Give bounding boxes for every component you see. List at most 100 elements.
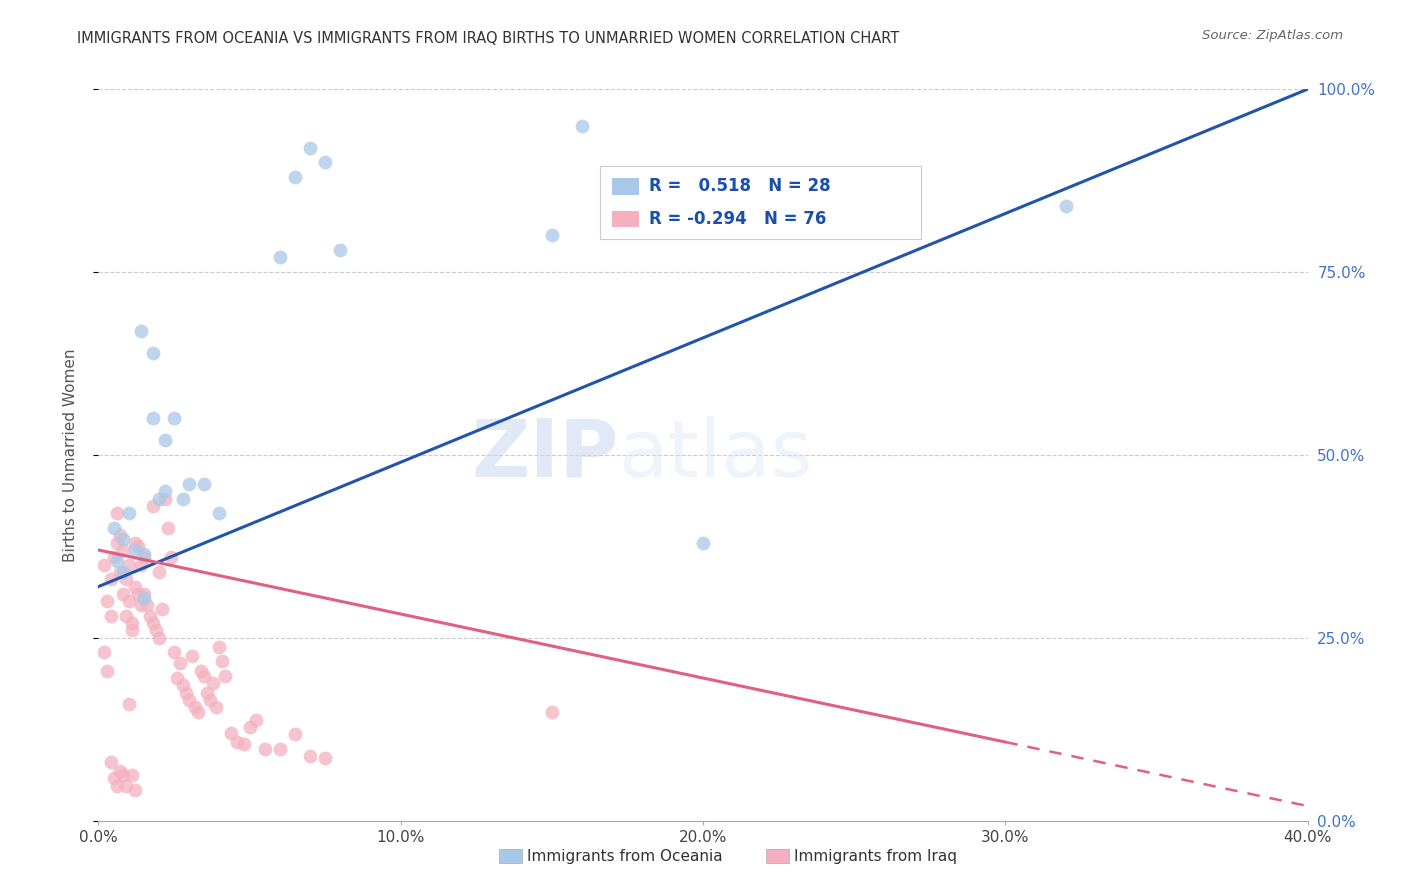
Point	[142, 616, 165, 631]
Point	[269, 251, 291, 265]
Point	[93, 558, 115, 572]
Point	[111, 543, 134, 558]
Text: R =   0.518   N = 28: R = 0.518 N = 28	[648, 178, 830, 195]
Point	[142, 411, 165, 425]
Point	[269, 742, 291, 756]
Point	[148, 491, 170, 506]
Point	[163, 645, 186, 659]
Point	[208, 507, 231, 521]
Point	[114, 572, 136, 586]
Point	[153, 484, 176, 499]
Point	[121, 616, 143, 631]
Point	[226, 734, 249, 748]
Point	[111, 532, 134, 546]
Point	[239, 720, 262, 734]
Point	[121, 624, 143, 638]
Point	[245, 713, 267, 727]
Point	[132, 591, 155, 605]
Point	[96, 594, 118, 608]
Point	[114, 779, 136, 793]
Point	[108, 565, 131, 579]
Point	[111, 565, 134, 579]
Point	[329, 243, 352, 257]
Point	[193, 477, 215, 491]
Point	[124, 783, 146, 797]
Point	[129, 558, 152, 572]
Point	[124, 580, 146, 594]
Point	[571, 119, 593, 133]
Point	[284, 727, 307, 741]
Point	[174, 686, 197, 700]
Text: IMMIGRANTS FROM OCEANIA VS IMMIGRANTS FROM IRAQ BIRTHS TO UNMARRIED WOMEN CORREL: IMMIGRANTS FROM OCEANIA VS IMMIGRANTS FR…	[77, 31, 900, 46]
Point	[114, 608, 136, 623]
Point	[148, 631, 170, 645]
Point	[184, 700, 207, 714]
Point	[253, 742, 276, 756]
Point	[202, 676, 225, 690]
Text: atlas: atlas	[619, 416, 813, 494]
Point	[108, 528, 131, 542]
Point	[299, 749, 322, 764]
Point	[135, 598, 157, 612]
Bar	[600, 166, 921, 239]
Point	[160, 550, 183, 565]
Point	[111, 587, 134, 601]
Point	[221, 726, 243, 740]
Point	[111, 768, 134, 782]
Text: Source: ZipAtlas.com: Source: ZipAtlas.com	[1202, 29, 1343, 42]
Point	[195, 686, 218, 700]
Point	[118, 507, 141, 521]
Bar	[613, 211, 638, 227]
Point	[127, 587, 149, 601]
Point	[127, 539, 149, 553]
Point	[132, 547, 155, 561]
Point	[96, 664, 118, 678]
Point	[153, 491, 176, 506]
Point	[105, 507, 128, 521]
Point	[187, 706, 209, 720]
Point	[129, 598, 152, 612]
Point	[232, 737, 254, 751]
Point	[93, 645, 115, 659]
Point	[156, 521, 179, 535]
Point	[540, 706, 562, 720]
Point	[193, 669, 215, 683]
Point	[145, 624, 167, 638]
Point	[124, 535, 146, 549]
Point	[150, 601, 173, 615]
Text: R = -0.294   N = 76: R = -0.294 N = 76	[648, 210, 825, 227]
Point	[1054, 199, 1077, 213]
Point	[190, 664, 212, 678]
Point	[103, 521, 125, 535]
Point	[129, 324, 152, 338]
Point	[148, 565, 170, 579]
Point	[124, 543, 146, 558]
Point	[103, 550, 125, 565]
Point	[105, 554, 128, 568]
Point	[108, 764, 131, 778]
Point	[181, 649, 204, 664]
Point	[166, 671, 188, 685]
Point	[208, 640, 231, 654]
Point	[200, 693, 222, 707]
Point	[314, 155, 336, 169]
Point	[153, 434, 176, 448]
Point	[172, 491, 194, 506]
Point	[121, 768, 143, 782]
Text: Immigrants from Iraq: Immigrants from Iraq	[794, 849, 957, 863]
Point	[299, 141, 322, 155]
Point	[142, 345, 165, 359]
Point	[169, 657, 191, 671]
Point	[132, 550, 155, 565]
Point	[100, 572, 122, 586]
Point	[100, 755, 122, 769]
Point	[284, 169, 307, 184]
Point	[142, 499, 165, 513]
Point	[118, 697, 141, 711]
Point	[214, 669, 236, 683]
Point	[100, 608, 122, 623]
Bar	[613, 178, 638, 194]
Text: Immigrants from Oceania: Immigrants from Oceania	[527, 849, 723, 863]
Point	[103, 771, 125, 785]
Point	[118, 558, 141, 572]
